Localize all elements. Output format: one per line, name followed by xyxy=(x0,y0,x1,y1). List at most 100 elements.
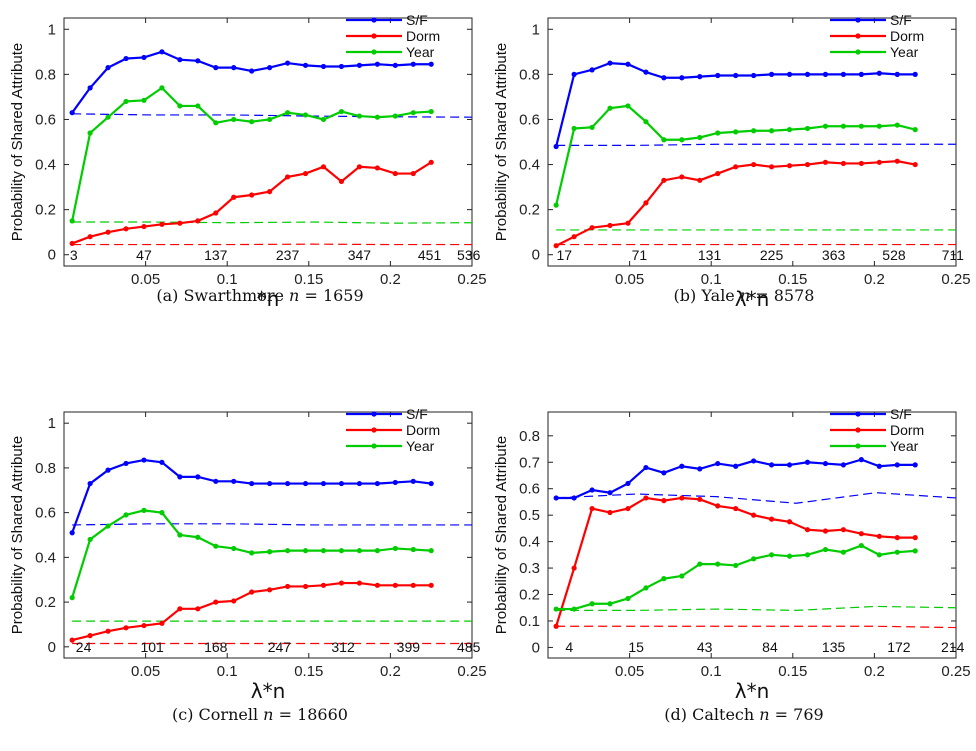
data-point-year xyxy=(697,561,703,567)
data-point-dorm xyxy=(123,625,129,631)
data-point-dorm xyxy=(249,589,255,595)
x-tick-label: 0.1 xyxy=(701,271,722,288)
data-point-year xyxy=(159,85,165,91)
data-point-dorm xyxy=(697,177,703,183)
data-point-sf xyxy=(338,480,345,487)
data-point-year xyxy=(105,114,111,120)
data-point-sf xyxy=(123,55,129,62)
data-point-year xyxy=(643,585,649,591)
data-point-sf xyxy=(840,462,846,468)
x-tick-label: 0.2 xyxy=(380,271,401,288)
y-tick-label: 0.2 xyxy=(35,202,56,219)
y-tick-label: 0.8 xyxy=(519,428,540,445)
size-annotation: 135 xyxy=(822,639,846,655)
data-point-dorm xyxy=(249,192,255,198)
data-point-year xyxy=(177,103,183,109)
data-point-dorm xyxy=(607,222,613,229)
data-point-sf xyxy=(571,71,577,77)
data-point-dorm xyxy=(105,628,111,634)
data-point-sf xyxy=(302,62,309,68)
series-line-year xyxy=(555,104,916,206)
baseline-year xyxy=(72,221,473,224)
x-tick-label: 0.15 xyxy=(778,271,807,288)
size-annotation: 247 xyxy=(268,639,292,655)
data-point-sf xyxy=(87,85,93,91)
data-point-year xyxy=(356,548,362,554)
data-point-year xyxy=(625,103,631,109)
data-point-year xyxy=(374,548,380,554)
data-point-dorm xyxy=(195,218,201,224)
data-point-dorm xyxy=(751,161,757,168)
baseline-year xyxy=(556,605,957,611)
data-point-year xyxy=(589,601,595,607)
data-point-dorm xyxy=(733,164,739,170)
data-point-sf xyxy=(607,60,613,66)
y-axis-label: Probability of Shared Attribute xyxy=(9,43,26,241)
data-point-dorm xyxy=(589,225,595,231)
y-tick-label: 1 xyxy=(48,415,56,432)
data-point-dorm xyxy=(410,170,416,177)
data-point-dorm xyxy=(374,165,380,171)
data-point-dorm xyxy=(643,200,649,206)
x-tick-label: 0.1 xyxy=(701,663,722,680)
data-point-dorm xyxy=(625,505,631,512)
data-point-dorm xyxy=(195,606,201,612)
size-annotation: 536 xyxy=(457,247,481,263)
data-point-dorm xyxy=(159,620,165,626)
data-point-sf xyxy=(320,63,327,70)
data-point-sf xyxy=(267,480,273,487)
data-point-sf xyxy=(410,478,416,484)
x-axis-label: *n xyxy=(257,287,280,311)
y-tick-label: 0 xyxy=(532,247,540,264)
data-point-year xyxy=(123,512,129,518)
data-point-sf xyxy=(105,65,111,71)
data-point-year xyxy=(87,536,93,543)
data-point-dorm xyxy=(302,583,309,590)
data-point-year xyxy=(768,128,775,134)
data-point-sf xyxy=(392,479,398,486)
data-point-dorm xyxy=(320,164,327,170)
chart-panel-3: 0 0.1 0.2 0.3 0.4 0.5 0.6 0.7 0.8 0.05 0.1 0.15 0.2 0… xyxy=(493,406,971,724)
data-point-sf xyxy=(751,458,757,464)
size-annotation: 711 xyxy=(942,247,965,263)
data-point-sf xyxy=(786,71,793,77)
data-point-year xyxy=(679,573,685,579)
panel-caption: (b) Yale n = 8578 xyxy=(674,286,815,305)
data-point-dorm xyxy=(87,633,93,639)
data-point-year xyxy=(338,108,345,115)
data-point-dorm xyxy=(804,527,811,533)
data-point-sf xyxy=(249,480,255,487)
legend-label-dorm: Dorm xyxy=(406,28,440,44)
y-tick-label: 0.6 xyxy=(35,111,56,128)
legend-marker-sf xyxy=(371,411,377,417)
y-tick-label: 0.6 xyxy=(35,505,56,522)
data-point-sf xyxy=(553,495,559,501)
data-point-dorm xyxy=(284,583,291,590)
x-axis-label: λ*n xyxy=(735,287,770,311)
data-point-dorm xyxy=(643,495,649,501)
y-axis-label: Probability of Shared Attribute xyxy=(493,43,510,241)
data-point-sf xyxy=(840,71,846,77)
data-point-sf xyxy=(733,463,739,469)
series-line-dorm xyxy=(555,160,916,247)
data-point-sf xyxy=(249,68,255,74)
legend-label-sf: S/F xyxy=(406,406,428,422)
x-tick-label: 0.25 xyxy=(457,271,486,288)
legend-label-year: Year xyxy=(890,438,919,454)
data-point-sf xyxy=(428,480,434,487)
data-point-sf xyxy=(643,464,649,471)
data-point-year xyxy=(374,114,380,120)
chart-panel-0: 0 0.2 0.4 0.6 0.8 1 0.05 0.1 0.15 0.2 0.25 *n Probab… xyxy=(9,12,487,311)
data-point-dorm xyxy=(356,164,362,170)
data-point-year xyxy=(553,606,559,612)
y-tick-label: 0.4 xyxy=(35,549,56,566)
y-tick-label: 0.8 xyxy=(35,66,56,83)
data-point-dorm xyxy=(751,512,757,518)
legend-marker-sf xyxy=(855,411,861,417)
data-point-year xyxy=(751,128,757,134)
y-tick-label: 0.5 xyxy=(519,507,540,524)
data-point-sf xyxy=(876,463,882,469)
series-line-sf xyxy=(71,458,432,534)
data-point-sf xyxy=(768,462,775,468)
